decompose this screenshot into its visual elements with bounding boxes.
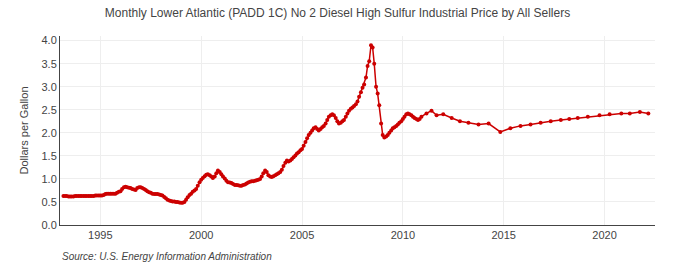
svg-text:1.5: 1.5: [42, 150, 57, 162]
svg-text:3.0: 3.0: [42, 81, 57, 93]
svg-text:4.0: 4.0: [42, 34, 57, 46]
svg-text:Monthly Lower Atlantic (PADD 1: Monthly Lower Atlantic (PADD 1C) No 2 Di…: [105, 6, 570, 20]
svg-text:3.5: 3.5: [42, 58, 57, 70]
svg-text:1.0: 1.0: [42, 173, 57, 185]
svg-text:2020: 2020: [592, 229, 616, 241]
svg-text:0.5: 0.5: [42, 196, 57, 208]
svg-text:0.0: 0.0: [42, 219, 57, 231]
svg-text:2.5: 2.5: [42, 104, 57, 116]
svg-text:Dollars per Gallon: Dollars per Gallon: [18, 86, 30, 174]
svg-text:1995: 1995: [88, 229, 112, 241]
svg-text:Source: U.S. Energy Informatio: Source: U.S. Energy Information Administ…: [62, 251, 272, 262]
svg-text:2005: 2005: [290, 229, 314, 241]
svg-text:2.0: 2.0: [42, 127, 57, 139]
svg-text:2010: 2010: [391, 229, 415, 241]
svg-text:2015: 2015: [491, 229, 515, 241]
svg-text:2000: 2000: [189, 229, 213, 241]
